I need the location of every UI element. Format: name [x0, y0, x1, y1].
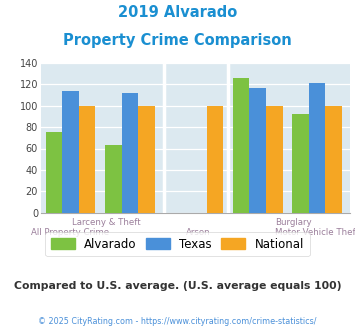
- Text: © 2025 CityRating.com - https://www.cityrating.com/crime-statistics/: © 2025 CityRating.com - https://www.city…: [38, 317, 317, 326]
- Bar: [325, 106, 342, 213]
- Text: 2019 Alvarado: 2019 Alvarado: [118, 5, 237, 20]
- Bar: [122, 93, 138, 213]
- Bar: [45, 132, 62, 213]
- Bar: [207, 106, 223, 213]
- Bar: [309, 83, 325, 213]
- Legend: Alvarado, Texas, National: Alvarado, Texas, National: [45, 232, 310, 256]
- Text: Compared to U.S. average. (U.S. average equals 100): Compared to U.S. average. (U.S. average …: [14, 281, 341, 291]
- Bar: [266, 106, 283, 213]
- Text: Property Crime Comparison: Property Crime Comparison: [63, 33, 292, 48]
- Text: All Property Crime: All Property Crime: [32, 228, 110, 237]
- Bar: [292, 114, 309, 213]
- Bar: [233, 78, 249, 213]
- Bar: [138, 106, 155, 213]
- Text: Arson: Arson: [186, 228, 211, 237]
- Bar: [105, 145, 122, 213]
- Bar: [249, 88, 266, 213]
- Bar: [62, 90, 79, 213]
- Bar: [79, 106, 95, 213]
- Text: Motor Vehicle Theft: Motor Vehicle Theft: [275, 228, 355, 237]
- Text: Burglary: Burglary: [275, 218, 312, 227]
- Text: Larceny & Theft: Larceny & Theft: [72, 218, 141, 227]
